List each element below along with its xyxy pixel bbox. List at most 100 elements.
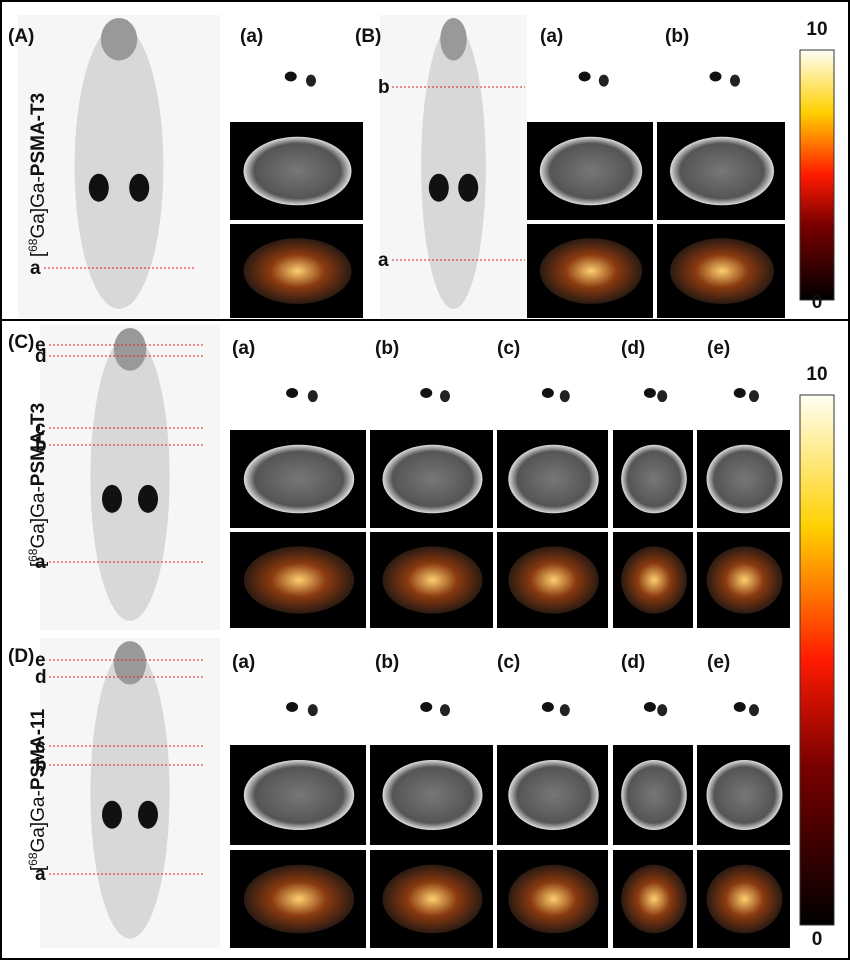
ct-body <box>706 760 783 830</box>
panel-label: (A) <box>8 26 34 47</box>
kidney <box>138 484 158 513</box>
fused-body <box>706 864 783 934</box>
tracer-name: PSMA-T3 <box>28 93 49 176</box>
fused-body <box>508 546 599 614</box>
tracer-element: Ga]Ga- <box>28 176 49 238</box>
kidney <box>138 800 158 829</box>
tracer-label: [68Ga]Ga-PSMA-T3 <box>26 403 49 567</box>
pet-blob <box>730 74 740 87</box>
ct-body <box>539 136 643 206</box>
pet-blob <box>578 71 591 82</box>
pet-blob <box>541 388 554 398</box>
pet-blob <box>657 390 668 403</box>
fused-body <box>621 546 687 614</box>
ct-body <box>706 444 783 514</box>
column-label: (c) <box>497 338 520 359</box>
column-label: (b) <box>665 26 689 47</box>
fused-body <box>243 546 355 614</box>
pet-blob <box>286 702 299 712</box>
colorbar-max: 10 <box>806 19 827 40</box>
kidney <box>458 173 479 202</box>
ct-body <box>382 444 483 514</box>
slice-mark: b <box>378 77 390 98</box>
kidney <box>129 173 150 202</box>
fused-body <box>539 238 643 304</box>
fused-body <box>706 546 783 614</box>
slice-mark: a <box>30 258 41 279</box>
ct-body <box>243 136 352 206</box>
colorbar-min: 0 <box>812 292 823 313</box>
pet-blob <box>749 390 759 403</box>
kidney <box>88 173 109 202</box>
slice-mark: e <box>35 650 46 671</box>
column-label: (a) <box>240 26 263 47</box>
pet-blob <box>657 704 668 717</box>
kidney <box>102 484 122 513</box>
head <box>100 18 138 61</box>
body <box>90 647 170 939</box>
slice-mark: a <box>35 864 46 885</box>
tracer-mass: 68 <box>26 548 40 562</box>
pet-blob <box>440 390 450 403</box>
ct-body <box>243 444 355 514</box>
ct-body <box>670 136 774 206</box>
column-label: (d) <box>621 338 645 359</box>
pet-blob <box>284 71 297 82</box>
pet-blob <box>643 702 656 712</box>
tracer-label: [68Ga]Ga-PSMA-11 <box>26 708 49 871</box>
tracer-element: Ga]Ga- <box>28 790 49 852</box>
panel-label: (D) <box>8 646 34 667</box>
colorbar-min: 0 <box>812 929 823 950</box>
colorbar <box>799 49 835 301</box>
pet-blob <box>420 702 433 712</box>
tracer-mass: 68 <box>26 238 40 252</box>
pet-blob <box>307 390 318 403</box>
slice-mark: c <box>35 736 46 757</box>
colorbar <box>799 394 835 926</box>
column-label: (b) <box>375 338 399 359</box>
body <box>90 334 170 621</box>
column-label: (d) <box>621 652 645 673</box>
pet-blob <box>598 74 609 87</box>
ct-body <box>621 760 687 830</box>
column-label: (c) <box>497 652 520 673</box>
column-label: (e) <box>707 338 730 359</box>
fused-body <box>382 864 483 934</box>
slice-mark: b <box>35 435 47 456</box>
column-label: (a) <box>232 338 255 359</box>
pet-blob <box>559 704 570 717</box>
pet-blob <box>643 388 656 398</box>
head <box>113 641 147 685</box>
ct-body <box>243 760 355 830</box>
pet-blob <box>307 704 318 717</box>
ct-body <box>508 760 599 830</box>
pet-blob <box>541 702 554 712</box>
pet-blob <box>733 388 746 398</box>
pet-blob <box>733 702 746 712</box>
slice-mark: d <box>35 667 47 688</box>
slice-mark: a <box>35 552 46 573</box>
fused-body <box>382 546 483 614</box>
fused-body <box>243 238 352 304</box>
tracer-name: PSMA-11 <box>28 708 49 790</box>
pet-blob <box>559 390 570 403</box>
tracer-bracket: [ <box>28 865 49 871</box>
ct-body <box>621 444 687 514</box>
ct-body <box>508 444 599 514</box>
colorbar-max: 10 <box>806 364 827 385</box>
panel-label: (B) <box>355 26 381 47</box>
head <box>440 18 467 61</box>
tracer-label: [68Ga]Ga-PSMA-T3 <box>26 93 49 257</box>
fused-body <box>508 864 599 934</box>
tracer-element: Ga]Ga- <box>28 486 49 548</box>
slice-mark: b <box>35 755 47 776</box>
pet-blob <box>420 388 433 398</box>
panel-label: (C) <box>8 332 34 353</box>
pet-blob <box>286 388 299 398</box>
tracer-bracket: [ <box>28 251 49 257</box>
pet-blob <box>709 71 722 82</box>
pet-blob <box>306 74 316 87</box>
tracer-mass: 68 <box>26 852 40 866</box>
